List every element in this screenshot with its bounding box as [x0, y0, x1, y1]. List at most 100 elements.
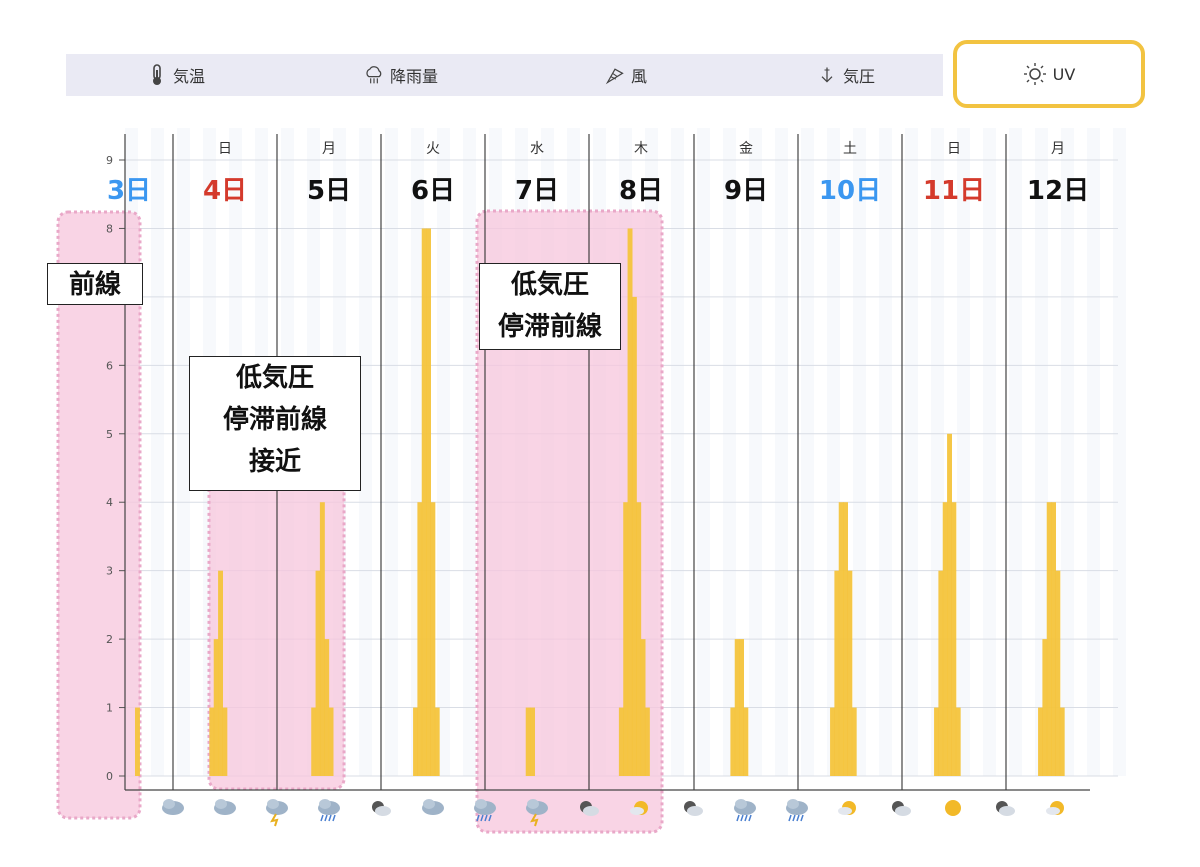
tab-bar: 気温 降雨量 風 気圧 [66, 54, 943, 96]
tab-pressure[interactable]: 気圧 [791, 54, 901, 96]
tab-rainfall[interactable]: 降雨量 [336, 54, 466, 96]
uv-bar [934, 707, 939, 776]
y-tick-label: 2 [106, 633, 113, 646]
tab-uv[interactable]: UV [953, 40, 1145, 108]
highlight-region [475, 209, 664, 834]
partly-cloudy-night-icon [892, 801, 911, 816]
tab-label: 降雨量 [389, 67, 438, 86]
partly-sunny-icon [1046, 801, 1064, 815]
thunder-icon [266, 799, 288, 827]
uv-bar [213, 639, 219, 776]
partly-cloudy-night-icon [684, 801, 703, 816]
weekday-label: 日 [947, 141, 961, 157]
uv-bar [851, 707, 857, 776]
y-tick-label: 8 [106, 222, 113, 235]
uv-bar [955, 707, 961, 776]
partly-cloudy-night-icon [372, 801, 391, 816]
sun-icon [1023, 62, 1047, 86]
uv-bar [847, 570, 853, 776]
annotation-line: 低気圧 [510, 270, 589, 300]
annotation-low-stagnant-approach: 低気圧 停滞前線 接近 [189, 356, 361, 491]
partly-cloudy-night-icon [580, 801, 599, 816]
uv-bar [627, 228, 633, 776]
day-label: 4日 [203, 176, 247, 206]
weekday-label: 水 [530, 141, 544, 157]
uv-bar [530, 707, 535, 776]
annotation-low-stagnant: 低気圧 停滞前線 [479, 263, 621, 350]
uv-bar [830, 707, 835, 776]
uv-bar [324, 639, 330, 776]
weekday-label: 火 [426, 141, 440, 157]
y-tick-label: 1 [106, 702, 113, 715]
annotation-line: 停滞前線 [222, 405, 327, 435]
wind-icon [605, 63, 625, 87]
uv-bar [1051, 502, 1056, 776]
annotation-line: 接近 [248, 447, 301, 477]
y-tick-label: 5 [106, 428, 113, 441]
weekday-label: 日 [218, 141, 232, 157]
day-label: 6日 [411, 176, 455, 206]
rain-cloud-icon [364, 63, 384, 87]
tab-label: 気圧 [842, 67, 875, 86]
uv-bar [843, 502, 848, 776]
cloud-icon [422, 799, 444, 815]
uv-bar [222, 707, 228, 776]
day-label: 9日 [724, 176, 768, 206]
uv-bar [618, 707, 624, 776]
uv-bar [734, 639, 740, 776]
weekday-label: 木 [634, 141, 648, 157]
partly-cloudy-night-icon [996, 801, 1015, 816]
day-label: 11日 [923, 176, 985, 206]
uv-bar [417, 502, 423, 776]
uv-bar [426, 228, 431, 776]
uv-bar [623, 502, 629, 776]
uv-bar [1042, 639, 1048, 776]
thermometer-icon [147, 63, 167, 87]
y-tick-label: 0 [106, 770, 113, 783]
uv-bar [315, 570, 321, 776]
annotation-front: 前線 [47, 263, 143, 305]
weekday-label: 土 [843, 141, 857, 157]
tab-temperature[interactable]: 気温 [126, 54, 226, 96]
uv-bar [135, 707, 140, 776]
day-label: 7日 [515, 176, 559, 206]
tab-wind[interactable]: 風 [576, 54, 676, 96]
cloud-icon [214, 799, 236, 815]
uv-bar [947, 433, 952, 776]
uv-bar [1046, 502, 1052, 776]
pressure-arrow-icon [817, 63, 837, 87]
highlight-region [56, 210, 142, 820]
day-label: 3日 [107, 176, 151, 206]
tab-label: 気温 [172, 67, 205, 86]
uv-bar [644, 707, 650, 776]
annotation-line: 停滞前線 [497, 312, 602, 342]
rain-icon [786, 799, 808, 822]
y-tick-label: 6 [106, 359, 113, 372]
day-label: 10日 [819, 176, 881, 206]
y-tick-label: 4 [106, 496, 113, 509]
uv-bar [525, 707, 531, 776]
uv-bar [631, 296, 637, 776]
weekday-label: 金 [739, 141, 753, 157]
thunder-icon [526, 799, 548, 827]
rain-icon [318, 799, 340, 822]
day-label: 12日 [1027, 176, 1089, 206]
cloud-icon [162, 799, 184, 815]
uv-bar [938, 570, 944, 776]
sunny-icon [945, 800, 961, 816]
uv-bar [951, 502, 957, 776]
uv-bar [218, 570, 223, 776]
uv-bar [942, 502, 948, 776]
y-tick-label: 3 [106, 565, 113, 578]
uv-bar [743, 707, 749, 776]
y-tick-label: 9 [106, 154, 113, 167]
uv-bar [311, 707, 317, 776]
uv-bar [1055, 570, 1061, 776]
weekday-label: 月 [322, 141, 336, 157]
uv-bar [1038, 707, 1043, 776]
uv-bar [434, 707, 440, 776]
uv-bar [838, 502, 844, 776]
uv-bar [319, 502, 325, 776]
uv-bar [730, 707, 736, 776]
